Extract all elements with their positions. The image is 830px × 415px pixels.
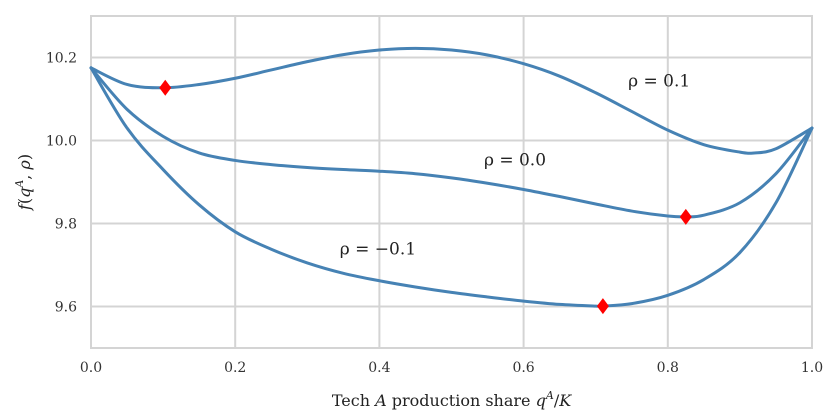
y-tick-label: 10.0	[46, 134, 77, 150]
series-line-1	[89, 46, 814, 155]
x-tick-label: 0.8	[657, 360, 679, 376]
y-tick-label: 10.2	[46, 51, 77, 67]
x-tick-label: 1.0	[801, 360, 823, 376]
curve-annotation-3: ρ = −0.1	[340, 240, 416, 260]
y-tick-label: 9.6	[55, 300, 77, 316]
minimum-marker-1	[159, 79, 172, 96]
minimum-marker-3	[596, 298, 609, 315]
minimum-marker-2	[679, 208, 692, 225]
y-tick-labels: 9.6 9.8 10.0 10.2	[46, 51, 77, 316]
minimum-markers	[159, 79, 692, 315]
x-tick-label: 0.6	[512, 360, 534, 376]
curve-annotation-1: ρ = 0.1	[628, 72, 690, 92]
x-tick-label: 0.4	[368, 360, 390, 376]
x-tick-label: 0.0	[80, 360, 102, 376]
curve-annotation-2: ρ = 0.0	[484, 150, 546, 170]
x-tick-labels: 0.0 0.2 0.4 0.6 0.8 1.0	[80, 360, 823, 376]
curves	[89, 46, 814, 308]
curve-annotations: ρ = 0.1 ρ = 0.0 ρ = −0.1	[340, 72, 690, 260]
plot-frame	[90, 15, 813, 349]
series-line-2	[89, 66, 814, 219]
x-axis-label: Tech A production share qA/K	[332, 389, 572, 410]
y-axis-label: f(qA, ρ)	[13, 154, 34, 211]
series-line-3	[89, 66, 814, 308]
y-tick-label: 9.8	[55, 217, 77, 233]
grid	[90, 16, 813, 348]
x-tick-label: 0.2	[224, 360, 246, 376]
